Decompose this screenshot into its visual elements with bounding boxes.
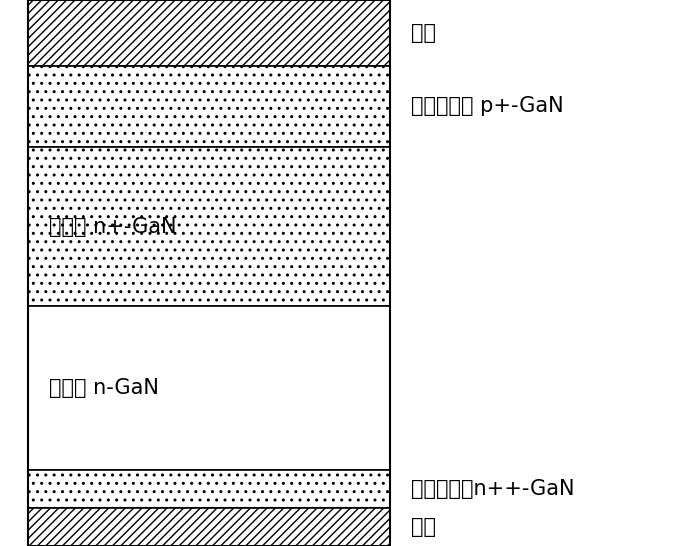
Bar bbox=[28, 306, 390, 470]
Text: 阴极: 阴极 bbox=[411, 517, 436, 537]
Bar bbox=[28, 0, 390, 546]
Bar bbox=[28, 0, 390, 66]
Text: 欧姆接触层n++-GaN: 欧姆接触层n++-GaN bbox=[411, 479, 575, 498]
Bar bbox=[28, 470, 390, 508]
Bar bbox=[28, 508, 390, 546]
Text: 漂移区 n-GaN: 漂移区 n-GaN bbox=[49, 378, 159, 397]
Text: 阳极: 阳极 bbox=[411, 23, 436, 43]
Bar bbox=[28, 147, 390, 306]
Bar bbox=[28, 66, 390, 147]
Text: 欧姆接触层 p+-GaN: 欧姆接触层 p+-GaN bbox=[411, 97, 564, 116]
Text: 雪崩区 n+-GaN: 雪崩区 n+-GaN bbox=[49, 217, 176, 236]
